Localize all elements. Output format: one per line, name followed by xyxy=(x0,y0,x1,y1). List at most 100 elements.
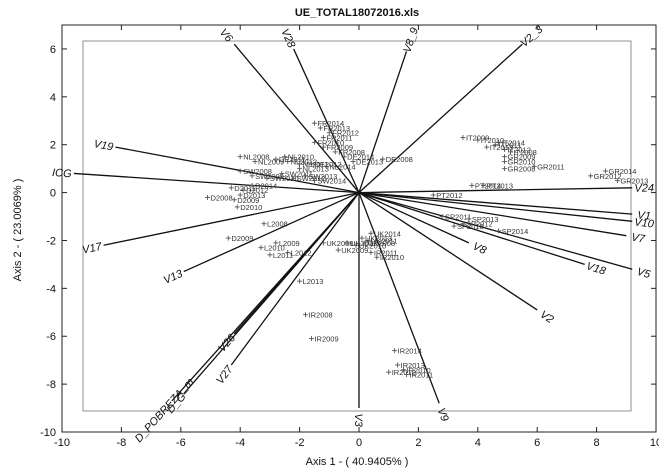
vector-label: V8 xyxy=(471,241,489,258)
point-label: IT2010 xyxy=(481,136,504,145)
y-tick-label: 2 xyxy=(50,140,56,152)
point-label: NL2010 xyxy=(288,153,314,162)
vector-label: V7 xyxy=(630,232,646,246)
point-label: DE2012 xyxy=(314,160,341,169)
vector-label: V5 xyxy=(635,266,652,281)
vector-label: V3 xyxy=(352,413,364,427)
loading-vector xyxy=(358,192,440,404)
x-tick-label: -2 xyxy=(295,437,305,449)
point-label: UK2012 xyxy=(350,239,377,248)
point-label: SP2013 xyxy=(472,215,499,224)
vector-label: ICG xyxy=(52,167,73,180)
vector-label: V18 xyxy=(585,260,608,278)
point-label: IR2010 xyxy=(407,366,431,375)
point-label: L2011 xyxy=(273,251,293,260)
point-label: GR2013 xyxy=(620,177,648,186)
point-label: L2009 xyxy=(279,239,300,248)
point-label: L2010 xyxy=(264,244,285,253)
point-label: SW2009 xyxy=(255,172,284,181)
y-axis-title: Axis 2 - ( 23.0069% ) xyxy=(12,179,24,282)
x-tick-label: -8 xyxy=(117,437,127,449)
point-label: SP2011 xyxy=(445,213,471,222)
point-label: GR2011 xyxy=(537,162,564,171)
loading-vector xyxy=(103,191,360,246)
point-label: GR2012 xyxy=(594,172,622,181)
point-label: FR2008 xyxy=(338,148,365,157)
point-label: GR2008 xyxy=(508,165,536,174)
point-label: DE2013 xyxy=(356,157,383,166)
vector-label: V9 xyxy=(435,406,451,423)
vector-label: V24 xyxy=(634,182,654,194)
point-label: SP2010 xyxy=(457,222,484,231)
point-label: D2009 xyxy=(237,196,259,205)
loading-vector xyxy=(358,191,470,244)
loading-vector xyxy=(358,191,633,215)
vector-label: V8_9 xyxy=(401,26,421,54)
loading-vector xyxy=(183,192,360,395)
loading-vector xyxy=(171,192,360,402)
point-label: FR2012 xyxy=(332,129,359,138)
loading-vector xyxy=(358,191,633,270)
loading-vector xyxy=(358,192,538,311)
point-label: UK2008 xyxy=(368,239,395,248)
x-tick-label: -6 xyxy=(176,437,186,449)
point-label: UK2013 xyxy=(365,234,392,243)
loading-vector xyxy=(233,43,360,194)
point-label: D2008 xyxy=(211,193,233,202)
point-label: PT2012 xyxy=(436,191,462,200)
vector-label: V1 xyxy=(637,210,651,223)
point-label: NL2011 xyxy=(303,160,329,169)
point-label: IR2012 xyxy=(392,368,416,377)
point-label: IR2010 xyxy=(380,253,404,262)
point-label: D2012 xyxy=(246,186,268,195)
y-tick-label: -4 xyxy=(46,283,56,295)
x-tick-label: 10 xyxy=(650,437,659,449)
point-label: SW2014 xyxy=(317,177,346,186)
y-tick-label: 6 xyxy=(50,44,56,56)
loading-vector xyxy=(358,191,585,266)
point-label: IT2014 xyxy=(502,138,525,147)
point-label: UK2014 xyxy=(374,229,401,238)
loading-vector xyxy=(358,191,627,237)
y-tick-label: -8 xyxy=(46,379,56,391)
x-tick-label: 0 xyxy=(356,437,362,449)
loading-vector xyxy=(358,43,523,194)
point-label: GR2009 xyxy=(508,153,536,162)
point-label: GR2010 xyxy=(508,157,536,166)
point-label: IT2011 xyxy=(499,141,522,150)
point-label: D2010 xyxy=(240,203,262,212)
vector-label: D_POBREZA_m xyxy=(133,376,197,445)
point-label: FR2013 xyxy=(323,124,350,133)
y-tick-label: -2 xyxy=(46,235,56,247)
point-label: L2008 xyxy=(267,220,288,229)
point-label: PT2014 xyxy=(475,181,501,190)
y-tick-label: -6 xyxy=(46,331,56,343)
point-label: SW2011 xyxy=(285,169,313,178)
point-label: SW2010 xyxy=(270,174,299,183)
chart-title: UE_TOTAL18072016.xls xyxy=(295,7,419,19)
point-label: NL2008 xyxy=(243,153,269,162)
point-label: FR2009 xyxy=(326,143,353,152)
point-label: NL2009 xyxy=(258,157,284,166)
loading-vector xyxy=(358,51,408,193)
point-label: IR2013 xyxy=(401,361,425,370)
point-label: PT2013 xyxy=(487,181,513,190)
point-label: D2013 xyxy=(243,191,265,200)
point-label: NL2013 xyxy=(303,165,329,174)
point-label: SW2008 xyxy=(243,167,272,176)
loading-vector xyxy=(183,191,360,273)
point-label: NL2014 xyxy=(329,162,355,171)
point-label: L2012 xyxy=(291,248,312,257)
point-label: DE2014 xyxy=(347,153,374,162)
point-label: FR2010 xyxy=(317,138,344,147)
x-tick-label: -4 xyxy=(235,437,245,449)
x-tick-label: 4 xyxy=(475,437,481,449)
loading-vector xyxy=(73,172,360,194)
point-label: D2009 xyxy=(231,234,253,243)
point-label: IT2012 xyxy=(508,145,531,154)
point-label: UK2010 xyxy=(359,241,386,250)
point-label: FR2014 xyxy=(317,119,344,128)
vector-label: V27 xyxy=(214,363,236,387)
x-tick-label: 6 xyxy=(534,437,540,449)
